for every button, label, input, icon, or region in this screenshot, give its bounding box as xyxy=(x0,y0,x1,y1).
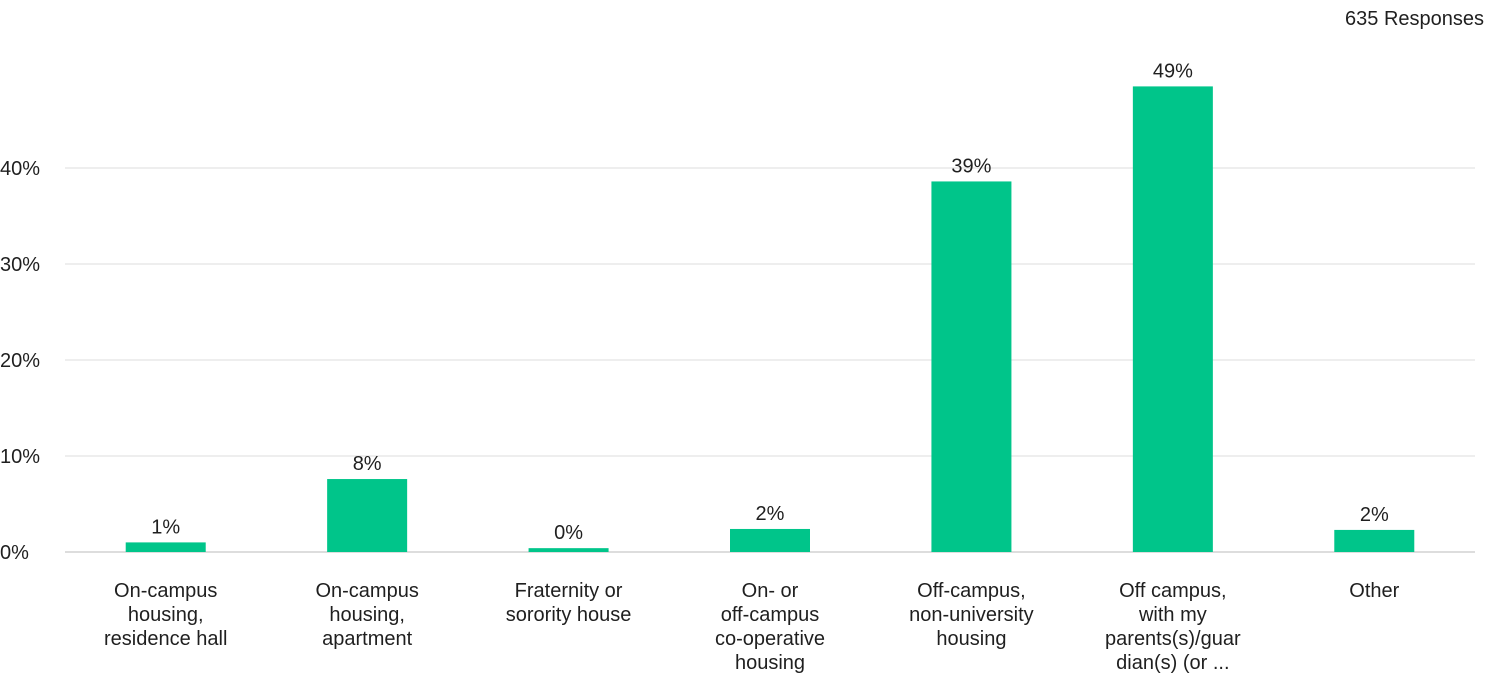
data-label: 8% xyxy=(353,453,382,475)
data-labels: 1% 8% 0% 2% 39% 49% 2% xyxy=(151,60,1389,544)
data-label: 39% xyxy=(951,155,991,177)
responses-count: 635 Responses xyxy=(1345,8,1484,30)
x-tick-label: Fraternity or sorority house xyxy=(506,580,632,626)
y-tick-label: 0% xyxy=(0,542,29,564)
x-tick-label: On-campus housing, residence hall xyxy=(104,580,227,650)
bar xyxy=(125,542,206,552)
x-tick-label: On- or off-campus co-operative housing xyxy=(715,580,825,674)
x-tick-label-line: off-campus xyxy=(721,604,820,626)
data-label: 49% xyxy=(1153,60,1193,82)
gridlines xyxy=(65,167,1475,553)
x-axis-category-labels: On-campus housing, residence hallOn-campus… xyxy=(104,580,1400,674)
x-tick-label-line: housing, xyxy=(128,604,204,626)
bar xyxy=(730,528,810,552)
y-axis-tick-labels: 0% 10% 20% 30% 40% xyxy=(0,158,40,564)
x-tick-label-line: Off campus, xyxy=(1119,580,1226,602)
y-tick-label: 10% xyxy=(0,446,40,468)
y-tick-label: 20% xyxy=(0,350,40,372)
x-tick-label: Off campus, with my parents(s)/guar dian(s)… xyxy=(1105,580,1241,674)
bar xyxy=(528,548,609,552)
data-label: 2% xyxy=(756,503,785,525)
x-tick-label-line: Off-campus, xyxy=(917,580,1026,602)
x-tick-label-line: housing, xyxy=(329,604,405,626)
x-tick-label: Other xyxy=(1349,580,1399,602)
x-tick-label-line: parents(s)/guar xyxy=(1105,628,1241,650)
data-label: 2% xyxy=(1360,504,1389,526)
x-tick-label-line: housing xyxy=(936,628,1006,650)
x-tick-label: On-campus housing, apartment xyxy=(315,580,418,650)
bar xyxy=(931,181,1012,552)
x-tick-label-line: residence hall xyxy=(104,628,227,650)
data-label: 1% xyxy=(151,516,180,538)
bars xyxy=(125,86,1415,553)
x-tick-label-line: On- or xyxy=(742,580,799,602)
x-tick-label-line: On-campus xyxy=(315,580,418,602)
x-tick-label-line: dian(s) (or ... xyxy=(1116,652,1229,674)
x-tick-label: Off-campus, non-university housing xyxy=(909,580,1034,650)
y-tick-label: 30% xyxy=(0,254,40,276)
x-tick-label-line: housing xyxy=(735,652,805,674)
x-tick-label-line: non-university xyxy=(909,604,1034,626)
x-tick-label-line: apartment xyxy=(322,628,412,650)
y-tick-label: 40% xyxy=(0,158,40,180)
bar xyxy=(1132,86,1213,553)
x-tick-label-line: Fraternity or xyxy=(515,580,623,602)
x-tick-label-line: with my xyxy=(1138,604,1207,626)
x-tick-label-line: co-operative xyxy=(715,628,825,650)
x-tick-label-line: sorority house xyxy=(506,604,632,626)
bar xyxy=(327,479,408,552)
data-label: 0% xyxy=(554,522,583,544)
bar xyxy=(1334,529,1415,552)
x-tick-label-line: Other xyxy=(1349,580,1399,602)
x-tick-label-line: On-campus xyxy=(114,580,217,602)
